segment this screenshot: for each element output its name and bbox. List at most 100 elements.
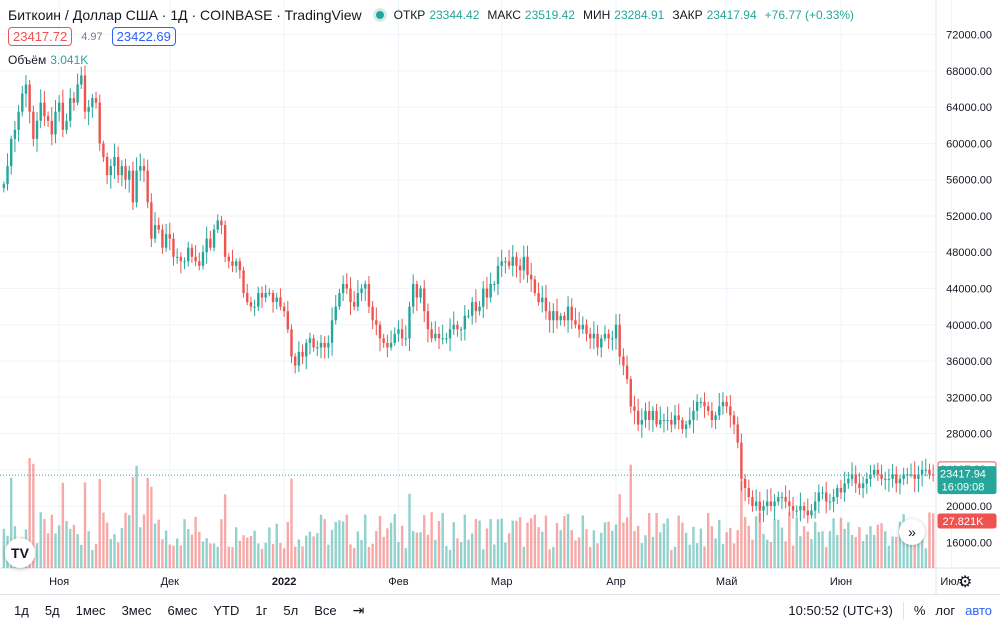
volume-bar [257, 543, 260, 568]
log-toggle[interactable]: лог [935, 603, 956, 618]
candle-body [861, 483, 865, 488]
volume-bar [795, 517, 798, 568]
candle-body [544, 297, 548, 312]
bottom-toolbar: 1д 5д 1мес 3мес 6мес YTD 1г 5л Все ⇥ 10:… [0, 594, 1000, 626]
volume-bar [788, 512, 791, 568]
volume-bar [389, 522, 393, 568]
candle-body [485, 288, 489, 298]
candle-body [264, 293, 267, 298]
volume-bar [566, 513, 570, 568]
price-tick-label: 28000.00 [946, 429, 992, 441]
volume-bar [463, 514, 467, 568]
candle-body [902, 474, 905, 479]
range-6m[interactable]: 6мес [167, 603, 198, 618]
volume-legend[interactable]: Объём 3.041K [8, 53, 88, 67]
range-1d[interactable]: 1д [14, 603, 29, 618]
candle-body [205, 238, 208, 253]
candle-body [105, 157, 109, 176]
range-5y[interactable]: 5л [283, 603, 299, 618]
candle-body [76, 84, 79, 103]
price-tick-label: 40000.00 [946, 320, 992, 332]
candle-body [769, 501, 773, 507]
volume-bar [906, 529, 909, 568]
auto-toggle[interactable]: авто [965, 603, 992, 618]
candle-body [552, 311, 555, 321]
candle-body [286, 311, 289, 330]
calendar-range-icon[interactable]: ⇥ [352, 602, 365, 618]
range-5d[interactable]: 5д [44, 603, 60, 618]
candle-body [426, 311, 430, 330]
clock-time[interactable]: 10:50:52 (UTC+3) [788, 603, 893, 618]
volume-bar [636, 525, 640, 568]
buy-button[interactable]: 23422.69 [111, 27, 176, 46]
candle-body [821, 492, 824, 494]
candle-body [39, 102, 42, 121]
volume-bar [319, 514, 323, 568]
range-ytd[interactable]: YTD [213, 603, 240, 618]
volume-bar [858, 527, 861, 568]
volume-bar [341, 521, 345, 568]
volume-bar [924, 548, 927, 568]
candle-body [740, 442, 743, 479]
candle-body [780, 497, 784, 499]
candle-body [596, 333, 599, 348]
volume-bar [850, 534, 854, 568]
volume-bar [847, 522, 850, 568]
volume-bar [688, 544, 691, 568]
volume-bar [670, 549, 673, 568]
volume-bar [312, 536, 315, 568]
tradingview-logo-icon[interactable]: TV [5, 538, 35, 568]
candle-body [795, 510, 798, 512]
price-chart[interactable]: 16000.0020000.0024000.0028000.0032000.00… [0, 0, 1000, 594]
range-1y[interactable]: 1г [255, 603, 268, 618]
candle-body [393, 333, 396, 343]
candle-body [212, 229, 216, 248]
candle-body [566, 306, 570, 321]
candle-body [50, 120, 53, 135]
candle-body [190, 247, 194, 257]
time-tick-label: Май [716, 576, 738, 588]
volume-bar [190, 534, 194, 568]
volume-bar [105, 522, 109, 568]
volume-bar [209, 543, 212, 568]
volume-bar [415, 532, 419, 568]
candle-body [581, 324, 585, 330]
candle-body [301, 351, 304, 357]
volume-bar [577, 537, 581, 568]
gear-icon[interactable]: ⚙ [958, 574, 973, 591]
volume-bar [28, 458, 31, 568]
range-1m[interactable]: 1мес [75, 603, 106, 618]
candle-body [718, 406, 721, 416]
volume-bar [821, 531, 824, 568]
volume-bar [541, 531, 544, 568]
candle-body [201, 252, 205, 266]
symbol-title[interactable]: Биткоин / Доллар США · 1Д · COINBASE · T… [8, 7, 362, 23]
candle-body [172, 238, 175, 257]
volume-bar [931, 513, 935, 568]
candle-body [268, 293, 271, 295]
volume-bar [828, 531, 832, 568]
volume-bar [316, 533, 319, 568]
price-tick-label: 72000.00 [946, 30, 992, 42]
candle-body [577, 324, 581, 330]
candle-body [648, 410, 651, 420]
candle-body [113, 157, 116, 167]
range-3m[interactable]: 3мес [121, 603, 152, 618]
close-label: ЗАКР [672, 8, 703, 22]
candle-body [906, 474, 909, 476]
candle-body [260, 293, 264, 298]
volume-bar [212, 543, 216, 568]
candle-body [887, 478, 891, 480]
volume-bar [659, 532, 662, 568]
candle-body [880, 474, 883, 479]
scroll-to-realtime-icon[interactable]: » [899, 519, 925, 545]
volume-bar [710, 526, 714, 568]
candle-body [622, 356, 625, 366]
grid-lines [0, 0, 1000, 594]
percent-toggle[interactable]: % [913, 603, 926, 618]
sell-button[interactable]: 23417.72 [8, 27, 73, 46]
volume-bar [813, 521, 817, 568]
range-all[interactable]: Все [314, 603, 337, 618]
volume-bar [762, 533, 765, 568]
volume-bar [301, 546, 304, 568]
